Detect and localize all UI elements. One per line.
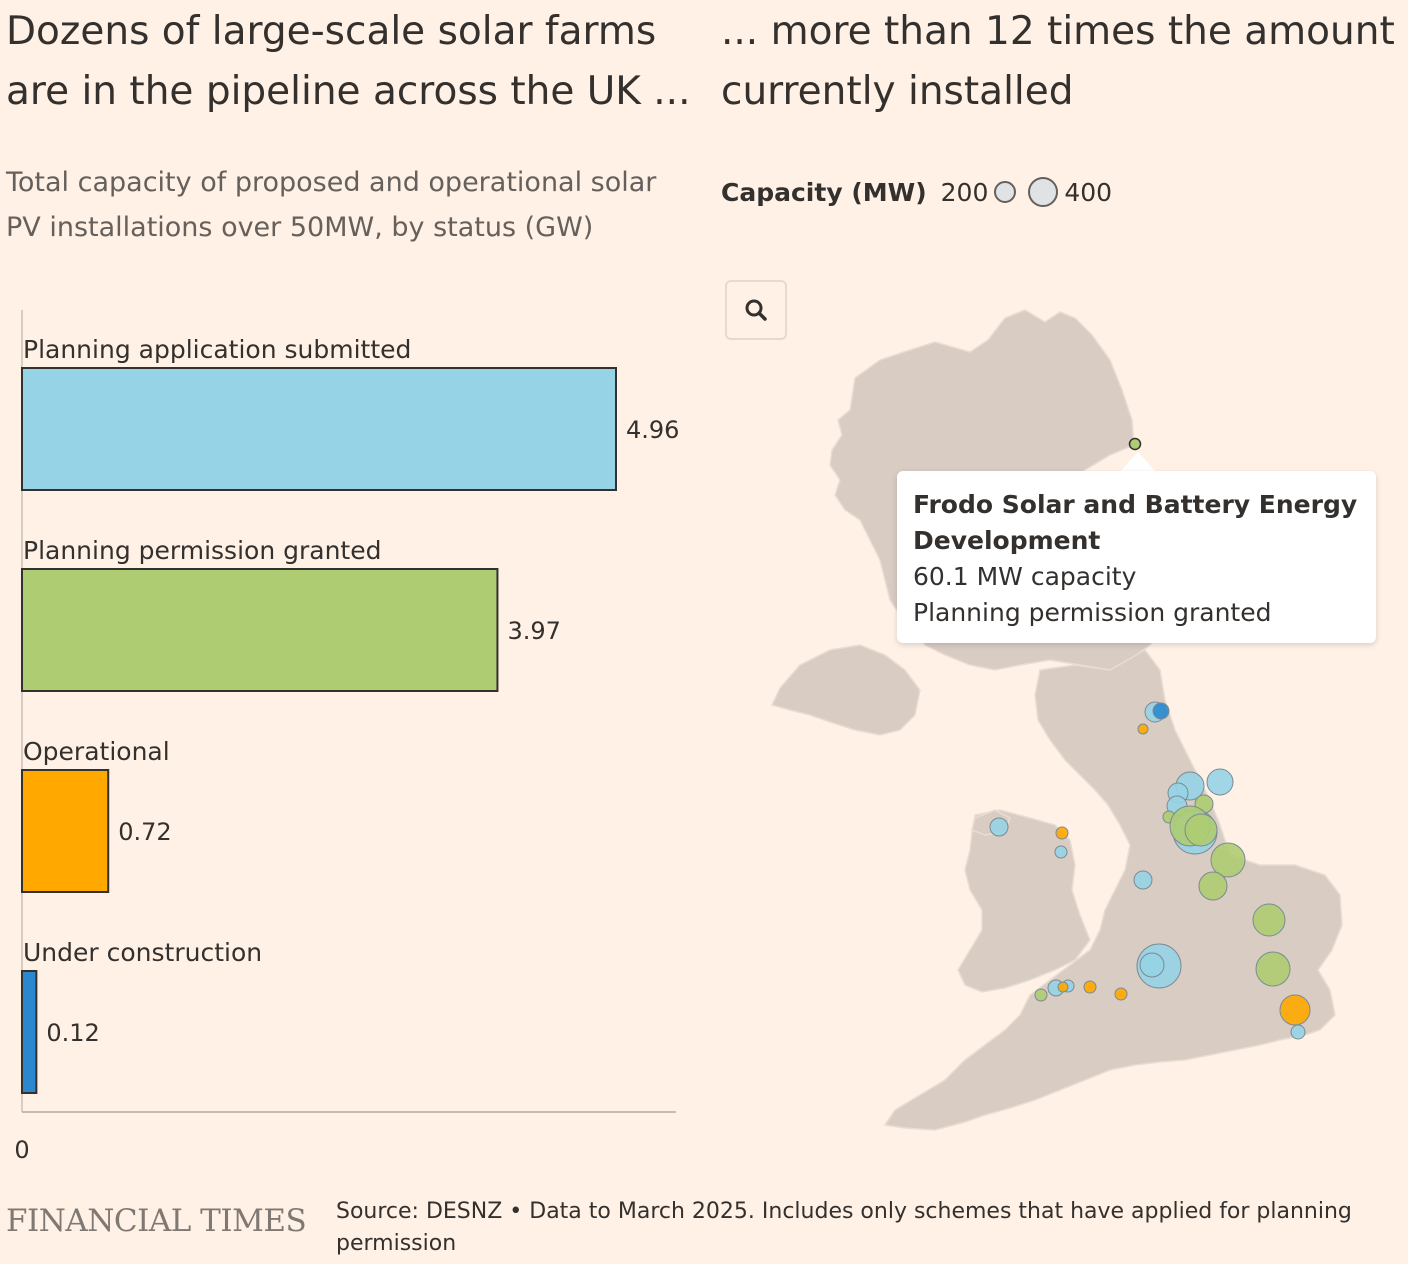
map-region-northern-ireland	[770, 644, 921, 736]
size-legend-title: Capacity (MW)	[721, 177, 927, 207]
tooltip-arrow	[1120, 452, 1156, 472]
size-legend-small-value: 200	[940, 177, 989, 207]
map-point[interactable]	[989, 817, 1009, 837]
size-legend-small-circle	[994, 181, 1017, 203]
left-headline: Dozens of large-scale solar farms are in…	[6, 9, 691, 114]
map-point[interactable]	[1210, 842, 1246, 878]
map-point[interactable]	[1279, 994, 1311, 1026]
uk-map[interactable]	[720, 270, 1408, 1150]
bar	[21, 769, 110, 893]
x-tick-label: 0	[14, 1136, 29, 1164]
tooltip-status: Planning permission granted	[913, 598, 1272, 627]
right-headline: ... more than 12 times the amount curren…	[721, 9, 1395, 114]
bar	[21, 568, 499, 692]
tooltip-capacity: 60.1 MW capacity	[913, 562, 1137, 591]
map-point[interactable]	[1133, 870, 1153, 890]
map-point[interactable]	[1252, 903, 1286, 937]
map-point[interactable]	[1184, 813, 1218, 847]
map-point[interactable]	[1034, 988, 1048, 1002]
source-note: Source: DESNZ • Data to March 2025. Incl…	[336, 1199, 1352, 1256]
search-icon	[745, 299, 767, 321]
bar-category-label: Operational	[23, 737, 170, 766]
map-region-england	[883, 649, 1343, 1131]
tooltip-name: Frodo Solar and Battery Energy Developme…	[913, 490, 1358, 555]
map-point[interactable]	[1198, 871, 1228, 901]
map-point[interactable]	[1083, 980, 1097, 994]
map-point[interactable]	[1139, 952, 1165, 978]
chart-subtitle: Total capacity of proposed and operation…	[6, 167, 657, 243]
bar-value-label: 0.72	[118, 818, 171, 846]
map-point[interactable]	[1290, 1024, 1306, 1040]
map-point[interactable]	[1255, 951, 1291, 987]
bar-category-label: Planning permission granted	[23, 536, 381, 565]
map-point[interactable]	[1055, 826, 1069, 840]
map-point[interactable]	[1054, 845, 1068, 859]
map-point[interactable]	[1137, 723, 1149, 735]
size-legend-large-value: 400	[1064, 177, 1113, 207]
bar	[21, 970, 38, 1094]
bar-category-label: Under construction	[23, 938, 262, 967]
zoom-button[interactable]	[725, 280, 787, 340]
bar-value-label: 4.96	[626, 416, 679, 444]
bar-category-label: Planning application submitted	[23, 335, 411, 364]
map-point[interactable]	[1114, 987, 1128, 1001]
bar-chart: Planning application submitted 4.96 Planni…	[14, 310, 679, 1164]
map-point-highlighted[interactable]	[1128, 437, 1142, 451]
bar	[21, 367, 617, 491]
ft-logo: FINANCIAL TIMES	[6, 1203, 307, 1239]
bar-value-label: 3.97	[507, 617, 560, 645]
size-legend: Capacity (MW) 200 400	[721, 172, 1112, 212]
map-tooltip: Frodo Solar and Battery Energy Developme…	[897, 471, 1376, 643]
bar-value-label: 0.12	[46, 1019, 99, 1047]
size-legend-large-circle	[1028, 177, 1059, 207]
map-point[interactable]	[1152, 702, 1170, 720]
map-point[interactable]	[1206, 768, 1234, 796]
map-point[interactable]	[1057, 981, 1069, 993]
